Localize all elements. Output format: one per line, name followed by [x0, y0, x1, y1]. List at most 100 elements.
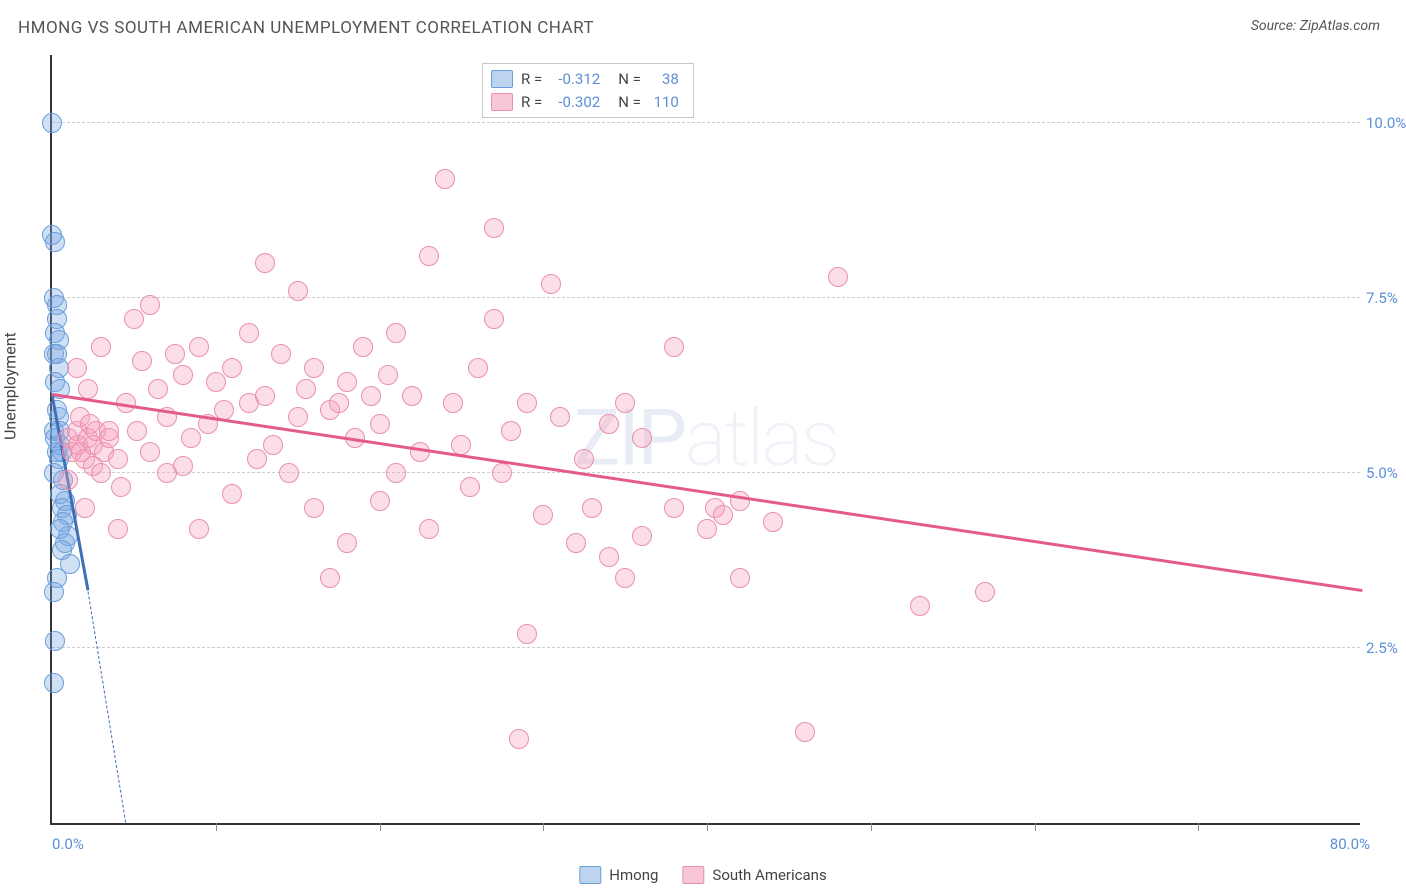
gridline: [52, 647, 1360, 648]
legend-swatch: [491, 93, 513, 111]
data-point: [386, 463, 406, 483]
data-point: [828, 267, 848, 287]
stat-n-value: 110: [649, 91, 679, 114]
x-axis-min-label: 0.0%: [52, 835, 84, 853]
data-point: [78, 379, 98, 399]
data-point: [615, 393, 635, 413]
data-point: [206, 372, 226, 392]
watermark-light: atlas: [685, 394, 838, 485]
data-point: [361, 386, 381, 406]
x-tick: [216, 823, 217, 831]
y-tick-label: 5.0%: [1366, 464, 1406, 482]
y-tick-label: 7.5%: [1366, 289, 1406, 307]
data-point: [44, 673, 64, 693]
data-point: [288, 281, 308, 301]
data-point: [42, 113, 62, 133]
y-tick-label: 2.5%: [1366, 639, 1406, 657]
data-point: [165, 344, 185, 364]
data-point: [517, 393, 537, 413]
legend-label: South Americans: [712, 866, 826, 884]
data-point: [189, 519, 209, 539]
data-point: [910, 596, 930, 616]
data-point: [353, 337, 373, 357]
data-point: [419, 246, 439, 266]
data-point: [279, 463, 299, 483]
data-point: [517, 624, 537, 644]
data-point: [763, 512, 783, 532]
data-point: [239, 323, 259, 343]
gridline: [52, 122, 1360, 123]
data-point: [337, 533, 357, 553]
data-point: [320, 568, 340, 588]
scatter-plot-area: ZIPatlas R =-0.312N =38R =-0.302N =110 0…: [50, 55, 1360, 825]
data-point: [288, 407, 308, 427]
data-point: [222, 358, 242, 378]
data-point: [566, 533, 586, 553]
x-tick: [1035, 823, 1036, 831]
source-attribution: Source: ZipAtlas.com: [1251, 18, 1380, 34]
data-point: [713, 505, 733, 525]
data-point: [99, 421, 119, 441]
stat-n-label: N =: [618, 68, 641, 91]
data-point: [181, 428, 201, 448]
correlation-stats-box: R =-0.312N =38R =-0.302N =110: [482, 63, 694, 118]
legend-swatch: [579, 866, 601, 884]
gridline: [52, 472, 1360, 473]
x-tick: [543, 823, 544, 831]
data-point: [370, 491, 390, 511]
data-point: [632, 526, 652, 546]
data-point: [329, 393, 349, 413]
data-point: [574, 449, 594, 469]
x-tick: [871, 823, 872, 831]
legend-item: Hmong: [579, 866, 658, 884]
data-point: [541, 274, 561, 294]
data-point: [468, 358, 488, 378]
data-point: [501, 421, 521, 441]
data-point: [173, 365, 193, 385]
data-point: [599, 547, 619, 567]
data-point: [58, 470, 78, 490]
data-point: [222, 484, 242, 504]
data-point: [697, 519, 717, 539]
data-point: [386, 323, 406, 343]
data-point: [378, 365, 398, 385]
data-point: [460, 477, 480, 497]
data-point: [255, 253, 275, 273]
data-point: [108, 449, 128, 469]
data-point: [975, 582, 995, 602]
data-point: [582, 498, 602, 518]
data-point: [45, 631, 65, 651]
data-point: [148, 379, 168, 399]
trend-line-extension: [88, 591, 127, 822]
stats g-row: R =-0.302N =110: [491, 91, 679, 114]
data-point: [451, 435, 471, 455]
data-point: [492, 463, 512, 483]
stat-r-label: R =: [521, 91, 542, 114]
data-point: [271, 344, 291, 364]
data-point: [664, 498, 684, 518]
data-point: [45, 232, 65, 252]
data-point: [632, 428, 652, 448]
data-point: [140, 442, 160, 462]
x-axis-max-label: 80.0%: [1330, 835, 1370, 853]
watermark: ZIPatlas: [574, 394, 839, 485]
data-point: [67, 358, 87, 378]
data-point: [509, 729, 529, 749]
data-point: [599, 414, 619, 434]
data-point: [304, 498, 324, 518]
data-point: [402, 386, 422, 406]
data-point: [140, 295, 160, 315]
stat-r-value: -0.312: [550, 68, 600, 91]
data-point: [730, 568, 750, 588]
stat-n-label: N =: [618, 91, 641, 114]
chart-title: HMONG VS SOUTH AMERICAN UNEMPLOYMENT COR…: [18, 18, 594, 38]
data-point: [111, 477, 131, 497]
data-point: [132, 351, 152, 371]
y-tick-label: 10.0%: [1366, 114, 1406, 132]
stats g-row: R =-0.312N =38: [491, 68, 679, 91]
data-point: [75, 498, 95, 518]
y-axis-label: Unemployment: [1, 332, 20, 440]
data-point: [173, 456, 193, 476]
data-point: [127, 421, 147, 441]
data-point: [337, 372, 357, 392]
